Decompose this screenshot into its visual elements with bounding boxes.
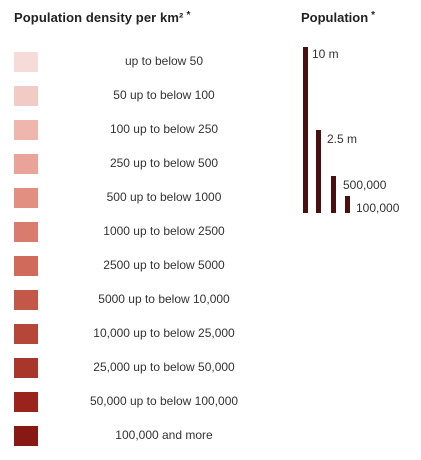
population-bar-10m — [303, 47, 308, 213]
density-color-swatch — [14, 154, 38, 174]
density-range-label: 50,000 up to below 100,000 — [89, 394, 239, 408]
density-range-label: 5000 up to below 10,000 — [98, 292, 230, 306]
density-color-swatch — [14, 86, 38, 106]
density-color-swatch — [14, 222, 38, 242]
density-legend-item: 25,000 up to below 50,000 — [14, 358, 284, 392]
density-legend-list: up to below 50 50 up to below 100 100 up… — [14, 52, 284, 460]
population-label-100k: 100,000 — [356, 201, 400, 215]
density-color-swatch — [14, 324, 38, 344]
density-color-swatch — [14, 358, 38, 378]
density-legend-title-text: Population density per km² — [14, 10, 184, 25]
density-legend-item: 500 up to below 1000 — [14, 188, 284, 222]
density-color-swatch — [14, 392, 38, 412]
density-range-label: 250 up to below 500 — [109, 156, 219, 170]
density-color-swatch — [14, 256, 38, 276]
density-range-label: 10,000 up to below 25,000 — [93, 326, 235, 340]
density-color-swatch — [14, 188, 38, 208]
population-label-2-5m: 2.5 m — [327, 132, 358, 146]
population-label-10m: 10 m — [312, 47, 339, 61]
density-color-swatch — [14, 426, 38, 446]
population-bar-100k — [345, 196, 350, 213]
density-legend-item: 50,000 up to below 100,000 — [14, 392, 284, 426]
density-color-swatch — [14, 52, 38, 72]
density-range-label: 2500 up to below 5000 — [103, 258, 225, 272]
population-label-500k: 500,000 — [343, 178, 387, 192]
population-legend-asterisk: * — [371, 10, 376, 21]
population-bar-500k — [331, 176, 336, 213]
density-legend-item: 100 up to below 250 — [14, 120, 284, 154]
density-legend-asterisk: * — [186, 10, 191, 21]
density-legend-title: Population density per km² * — [14, 10, 190, 25]
population-legend-title-text: Population — [301, 10, 369, 25]
density-range-label: 50 up to below 100 — [113, 88, 215, 102]
density-legend-item: 5000 up to below 10,000 — [14, 290, 284, 324]
density-legend-item: up to below 50 — [14, 52, 284, 86]
population-bar-2-5m — [316, 130, 321, 213]
density-legend-item: 10,000 up to below 25,000 — [14, 324, 284, 358]
density-range-label: 100,000 and more — [115, 428, 213, 442]
density-legend-item: 1000 up to below 2500 — [14, 222, 284, 256]
density-legend-item: 50 up to below 100 — [14, 86, 284, 120]
density-range-label: 500 up to below 1000 — [106, 190, 222, 204]
density-range-label: 25,000 up to below 50,000 — [93, 360, 235, 374]
population-legend-title: Population * — [301, 10, 375, 25]
density-color-swatch — [14, 290, 38, 310]
density-color-swatch — [14, 120, 38, 140]
density-range-label: up to below 50 — [124, 54, 204, 68]
density-range-label: 1000 up to below 2500 — [103, 224, 225, 238]
density-legend-item: 250 up to below 500 — [14, 154, 284, 188]
density-legend-item: 100,000 and more — [14, 426, 284, 460]
density-range-label: 100 up to below 250 — [109, 122, 219, 136]
density-legend-item: 2500 up to below 5000 — [14, 256, 284, 290]
